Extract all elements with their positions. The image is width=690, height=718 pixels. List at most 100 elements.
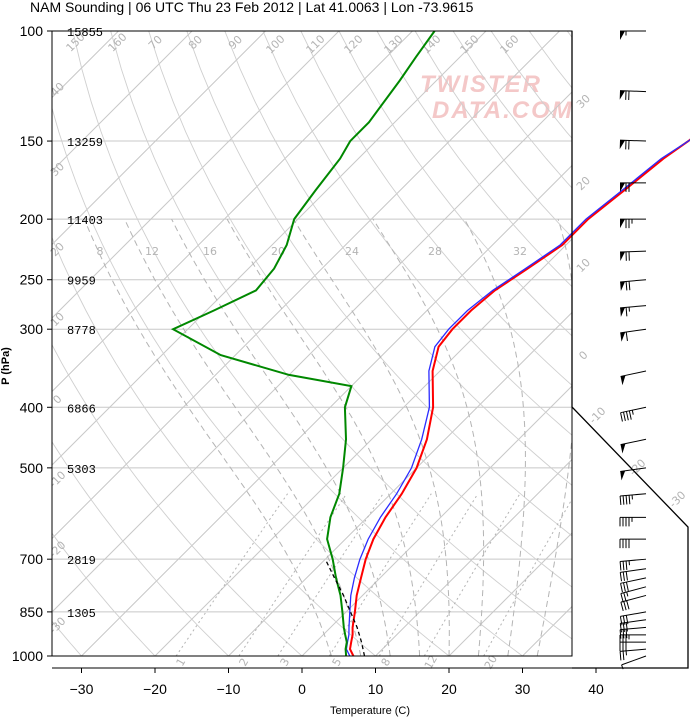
isotherm-label: 160 [106, 31, 130, 55]
wind-barb-flag [620, 602, 624, 611]
mixing-ratio-label: 12 [422, 653, 440, 672]
y-tick-label: 700 [20, 551, 44, 567]
dry-adiabat [52, 532, 156, 656]
isotherm-label: 20 [574, 174, 593, 193]
wind-barb-flag [628, 495, 631, 505]
wind-barb [620, 406, 647, 422]
wind-barb [620, 305, 647, 317]
wind-barb-flag [625, 411, 629, 421]
wind-barb-staff [620, 568, 647, 573]
x-tick-label: −30 [70, 681, 94, 697]
wind-barb-pennant [620, 375, 626, 386]
isotherm-label: -30 [47, 615, 69, 637]
wind-barb [619, 516, 646, 527]
dry-adiabat [148, 31, 572, 588]
wind-barb-flag [622, 571, 625, 581]
wind-barb [620, 30, 646, 40]
isotherm-label: 30 [48, 160, 67, 179]
wind-barb-flag [622, 629, 625, 639]
dry-adiabat [224, 31, 572, 486]
height-label: 11403 [67, 214, 103, 228]
x-axis: −30 −20 −10 0 10 20 30 40 [70, 668, 604, 697]
mixing-ratio-line [238, 493, 348, 656]
dry-adiabat [566, 31, 572, 38]
mixing-ratio-line [378, 493, 479, 656]
wind-barb [619, 568, 647, 582]
mixing-ratio-label: 20 [482, 653, 500, 672]
wind-barb [619, 139, 647, 150]
isotherm-label: 0 [576, 348, 590, 362]
wind-barb-flag [619, 629, 622, 639]
wind-barb [620, 586, 647, 603]
plot-frame [51, 30, 689, 669]
isotherm-line [52, 31, 340, 319]
dry-adiabat [300, 31, 572, 386]
wind-barb-flag [626, 600, 630, 610]
moist-adiabat [536, 218, 572, 656]
height-label: 8778 [67, 324, 96, 338]
wind-barb-pennant [620, 470, 626, 481]
wind-barb [620, 328, 647, 342]
y-tick-label: 500 [20, 460, 44, 476]
dry-adiabat [605, 31, 690, 656]
x-tick-label: 0 [298, 681, 306, 697]
wind-barb-staff [621, 655, 647, 666]
isotherm-line [52, 31, 560, 540]
wind-barb-half-flag [631, 410, 634, 415]
wind-barbs [619, 30, 647, 670]
mixing-ratio-line [175, 493, 289, 656]
y-axis: 100 150 200 250 300 400 500 700 850 1000 [12, 23, 52, 664]
x-tick-label: −10 [217, 681, 241, 697]
x-tick-label: 10 [368, 681, 384, 697]
isotherm-label: -10 [587, 405, 609, 427]
wind-barb-staff [620, 279, 647, 283]
height-label: 5303 [67, 463, 96, 477]
wind-barb-pennant [620, 219, 625, 229]
wind-barb-flag [620, 593, 624, 603]
wind-barb-flag [620, 583, 623, 593]
wind-barb [620, 370, 647, 386]
isotherm-label: 90 [226, 33, 245, 52]
wind-barb [619, 90, 647, 100]
dry-adiabat [376, 31, 572, 288]
wind-barb-flag [628, 410, 632, 420]
wind-barb-staff [620, 558, 647, 562]
wind-barb [619, 634, 646, 644]
wind-barb-flag [625, 615, 629, 625]
wind-barb-flag [619, 561, 622, 571]
wind-barb [620, 467, 647, 481]
isotherm-label: 40 [48, 80, 67, 99]
dry-adiabat [110, 31, 572, 640]
wind-barb-flag [623, 411, 626, 421]
dry-adiabat [338, 31, 572, 337]
wind-barb-flag [619, 616, 623, 626]
wind-barb-staff [620, 586, 647, 595]
wind-barb-flag [628, 281, 631, 291]
wind-barb-flag [622, 561, 625, 571]
wind-barb-flag [625, 307, 628, 317]
dry-adiabat [52, 236, 376, 656]
wind-barb-flag [625, 581, 629, 591]
moist-adiabat-label: 24 [345, 245, 359, 258]
y-tick-label: 850 [20, 604, 44, 620]
x-tick-label: 40 [588, 681, 604, 697]
dry-adiabat [490, 31, 572, 139]
wind-barb-flag [622, 615, 626, 625]
watermark: TWISTER DATA.COM [420, 71, 572, 124]
series-dewpoint [170, 30, 436, 657]
mixing-ratio-label: 2 [237, 656, 252, 669]
isotherm-label: 100 [264, 33, 288, 57]
isotherm-line [52, 31, 413, 393]
wind-barb-flag [623, 582, 626, 592]
dry-adiabat [262, 31, 572, 436]
x-tick-label: 20 [441, 681, 457, 697]
wind-barb-flag [619, 623, 623, 633]
y-tick-label: 250 [20, 272, 44, 288]
isotherm-label: 120 [342, 33, 366, 57]
height-label: 6866 [67, 402, 96, 416]
wind-barb-flag [623, 592, 627, 602]
moist-adiabat [226, 218, 421, 656]
dry-adiabat [72, 31, 523, 656]
moist-adiabat-label: 32 [513, 245, 527, 258]
wind-barb-staff [620, 577, 647, 584]
